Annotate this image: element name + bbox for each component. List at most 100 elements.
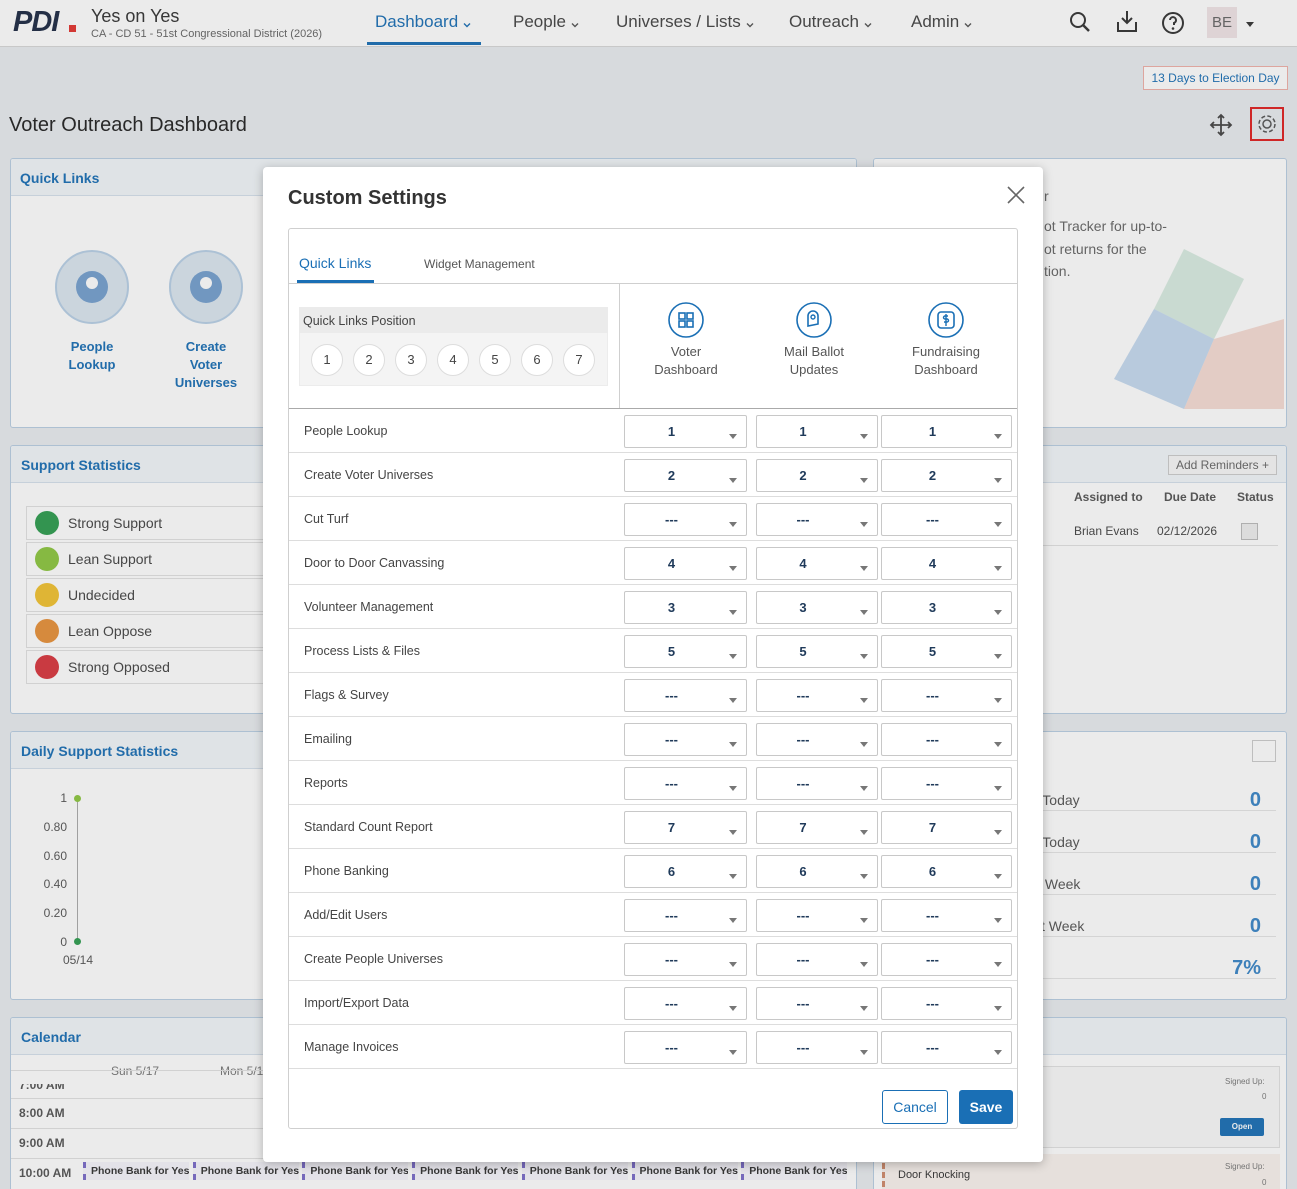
position-select[interactable]: --- [881, 679, 1012, 712]
position-select[interactable]: --- [624, 987, 747, 1020]
position-select[interactable]: --- [756, 503, 878, 536]
reminder-checkbox[interactable] [1241, 523, 1258, 540]
position-select[interactable]: --- [756, 767, 878, 800]
nav-item[interactable]: Dashboard [375, 12, 459, 31]
position-select[interactable]: --- [881, 899, 1012, 932]
nav-item[interactable]: People [513, 12, 566, 31]
position-select[interactable]: 1 [881, 415, 1012, 448]
position-select[interactable]: --- [881, 987, 1012, 1020]
select-value: 4 [799, 556, 807, 571]
nav-item[interactable]: Admin [911, 12, 960, 31]
position-select[interactable]: 5 [624, 635, 747, 668]
position-select[interactable]: 2 [624, 459, 747, 492]
position-select[interactable]: --- [881, 1031, 1012, 1064]
position-select[interactable]: 6 [624, 855, 747, 888]
calendar-event[interactable]: Phone Bank for Yes [83, 1162, 189, 1180]
search-icon[interactable] [1069, 11, 1091, 38]
position-select[interactable]: --- [624, 679, 747, 712]
position-select[interactable]: 2 [881, 459, 1012, 492]
tab[interactable]: Quick Links [299, 255, 372, 271]
position-select[interactable]: 7 [881, 811, 1012, 844]
help-icon[interactable] [1161, 11, 1185, 40]
position-select[interactable]: --- [881, 767, 1012, 800]
nav-item[interactable]: Outreach [789, 12, 859, 31]
support-label: Lean Support [68, 551, 153, 567]
cancel-button[interactable]: Cancel [882, 1090, 948, 1124]
position-select[interactable]: 7 [624, 811, 747, 844]
nav-caret [570, 17, 580, 35]
position-select[interactable]: 4 [881, 547, 1012, 580]
open-button[interactable]: Open [1220, 1118, 1264, 1136]
select-value: --- [665, 688, 678, 703]
settings-button[interactable] [1250, 107, 1284, 141]
position-select[interactable]: --- [756, 899, 878, 932]
user-avatar[interactable]: BE [1207, 7, 1237, 38]
position-select[interactable]: --- [756, 1031, 878, 1064]
close-button[interactable] [1007, 186, 1025, 209]
select-value: 4 [928, 556, 937, 571]
quick-link-label[interactable]: Create Voter Universes [174, 339, 238, 390]
select-caret [728, 560, 738, 578]
tab[interactable]: Widget Management [424, 257, 535, 271]
support-label: Strong Opposed [68, 659, 170, 675]
position-select[interactable]: 7 [756, 811, 878, 844]
position-select[interactable]: --- [756, 943, 878, 976]
nav-item[interactable]: Universes / Lists [616, 12, 741, 31]
position-select[interactable]: --- [624, 767, 747, 800]
position-select[interactable]: 3 [624, 591, 747, 624]
widget-title: Daily Support Statistics [21, 743, 179, 759]
stat-label: r Today [1034, 792, 1080, 808]
signed-up-label: Signed Up: [1225, 1162, 1265, 1171]
position-select[interactable]: 4 [624, 547, 747, 580]
download-icon[interactable] [1115, 9, 1139, 40]
refresh-button[interactable] [1252, 740, 1276, 762]
position-select[interactable]: --- [756, 987, 878, 1020]
add-reminder-button[interactable]: Add Reminders + [1168, 455, 1277, 475]
select-caret [728, 604, 738, 622]
position-select[interactable]: --- [624, 899, 747, 932]
row-divider [289, 584, 1017, 585]
quick-link-icon[interactable] [55, 250, 129, 324]
position-select[interactable]: --- [624, 1031, 747, 1064]
row-divider [289, 760, 1017, 761]
select-value: --- [926, 996, 939, 1011]
position-select[interactable]: 6 [881, 855, 1012, 888]
position-select[interactable]: --- [881, 943, 1012, 976]
position-select[interactable]: --- [624, 723, 747, 756]
select-caret [993, 1044, 1003, 1062]
position-select[interactable]: 3 [881, 591, 1012, 624]
calendar-event[interactable]: Phone Bank for Yes [412, 1162, 519, 1180]
position-select[interactable]: --- [624, 503, 747, 536]
position-select[interactable]: --- [881, 503, 1012, 536]
stat-value: 0 [1249, 789, 1261, 811]
position-select[interactable]: 2 [756, 459, 878, 492]
column-icon [668, 302, 704, 343]
quick-link-label[interactable]: People Lookup [68, 339, 116, 372]
position-bubble: 2 [353, 344, 385, 376]
position-select[interactable]: --- [756, 679, 878, 712]
column-label: Mail Ballot Updates [784, 344, 844, 377]
calendar-event[interactable]: Phone Bank for Yes [741, 1162, 848, 1180]
calendar-event[interactable]: Phone Bank for Yes [192, 1162, 299, 1180]
calendar-event[interactable]: Phone Bank for Yes [302, 1162, 409, 1180]
position-select[interactable]: 6 [756, 855, 878, 888]
position-select[interactable]: --- [881, 723, 1012, 756]
save-button[interactable]: Save [959, 1090, 1013, 1124]
calendar-event[interactable]: Phone Bank for Yes [521, 1162, 628, 1180]
select-value: --- [796, 512, 810, 527]
stat-value: 0 [1249, 873, 1261, 895]
calendar-event[interactable]: Phone Bank for Yes [631, 1162, 738, 1180]
move-icon[interactable] [1209, 113, 1233, 142]
position-select[interactable]: 1 [756, 415, 878, 448]
position-select[interactable]: 4 [756, 547, 878, 580]
position-select[interactable]: 1 [624, 415, 747, 448]
position-select[interactable]: --- [624, 943, 747, 976]
user-caret[interactable] [1245, 16, 1255, 34]
position-select[interactable]: 5 [881, 635, 1012, 668]
select-caret [993, 736, 1003, 754]
position-select[interactable]: 5 [756, 635, 878, 668]
quick-link-icon[interactable] [169, 250, 243, 324]
position-select[interactable]: 3 [756, 591, 878, 624]
position-select[interactable]: --- [756, 723, 878, 756]
